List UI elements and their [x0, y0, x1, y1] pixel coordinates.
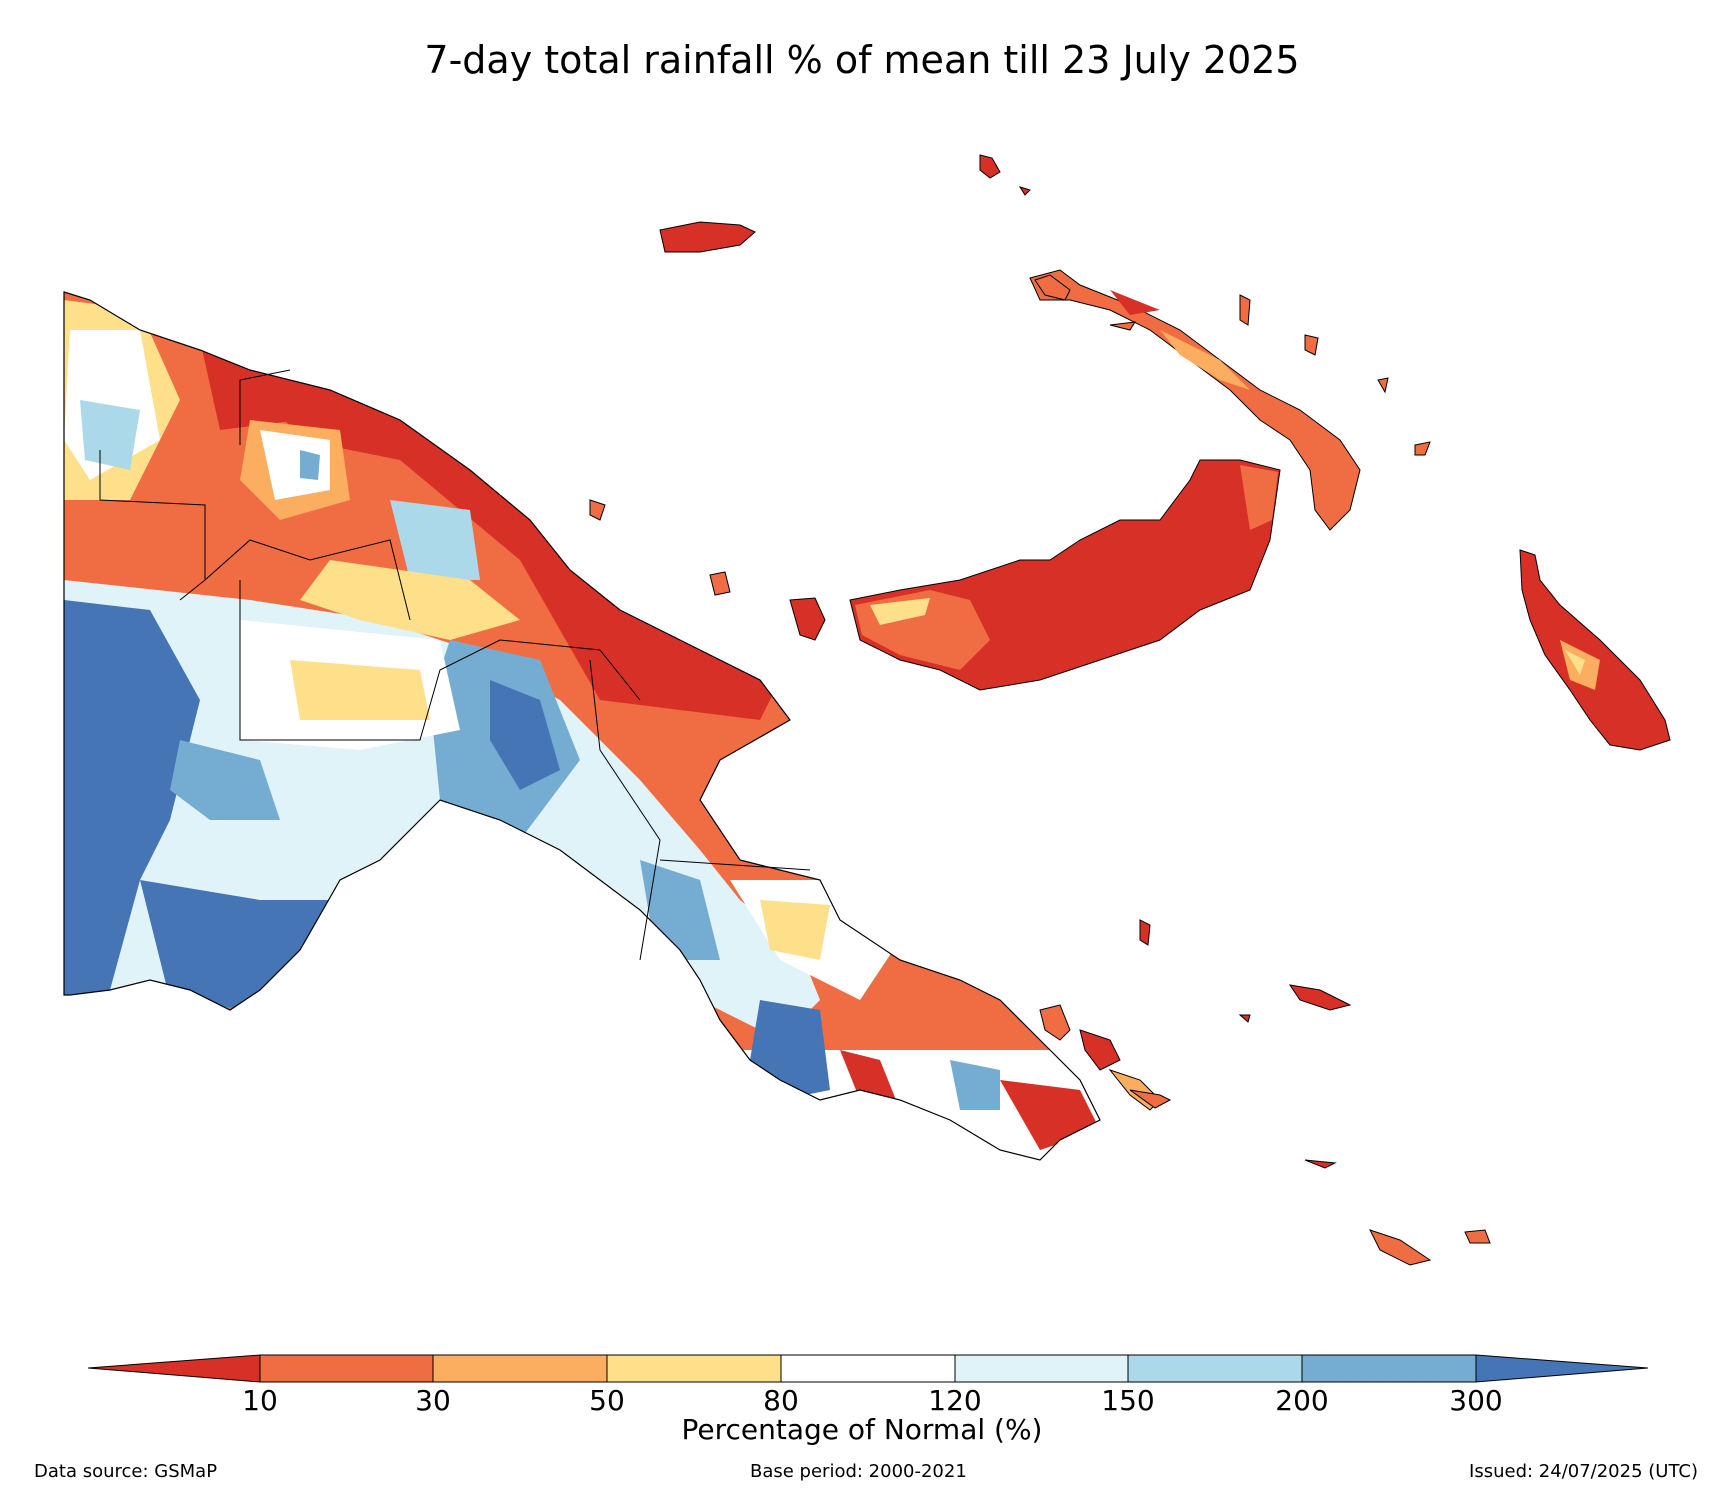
bougainville-island	[1519, 549, 1671, 751]
colorbar-label: Percentage of Normal (%)	[681, 1413, 1043, 1446]
colorbar-extend-low	[87, 1354, 261, 1383]
manus-island	[659, 221, 756, 253]
colorbar-bin-30-50	[432, 1354, 608, 1383]
colorbar-bin-80-120	[780, 1354, 956, 1383]
colorbar-tick: 300	[1449, 1384, 1503, 1417]
colorbar-tick: 200	[1275, 1384, 1329, 1417]
colorbar-bin-150-200	[1127, 1354, 1303, 1383]
colorbar-bin-200-300	[1301, 1354, 1477, 1383]
colorbar-tick: 50	[589, 1384, 625, 1417]
issued-date-note: Issued: 24/07/2025 (UTC)	[1469, 1461, 1698, 1482]
colorbar-tick: 10	[242, 1384, 278, 1417]
data-source-note: Data source: GSMaP	[34, 1461, 218, 1482]
new-britain-island	[849, 459, 1281, 691]
colorbar-tick: 120	[928, 1384, 982, 1417]
colorbar-tick: 30	[415, 1384, 451, 1417]
colorbar-extend-high	[1475, 1354, 1649, 1383]
small-islands	[589, 154, 1491, 1266]
colorbar-tick: 150	[1101, 1384, 1155, 1417]
colorbar-tick: 80	[763, 1384, 799, 1417]
colorbar-bin-120-150	[954, 1354, 1129, 1383]
colorbar-bin-50-80	[606, 1354, 782, 1383]
colorbar-bin-10-30	[259, 1354, 434, 1383]
base-period-note: Base period: 2000-2021	[750, 1461, 967, 1482]
map-title: 7-day total rainfall % of mean till 23 J…	[424, 38, 1300, 82]
